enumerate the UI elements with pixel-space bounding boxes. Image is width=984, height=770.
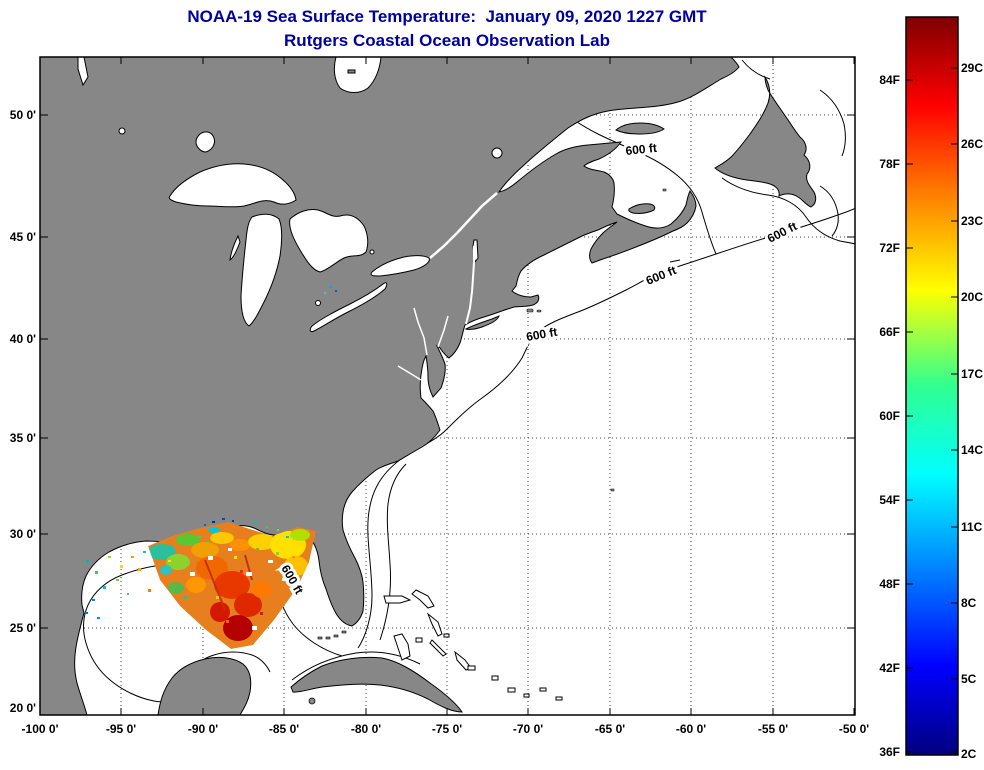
lon-label: -55 0' (758, 722, 788, 736)
colorbar-ticks (906, 67, 958, 753)
lat-axis: 50 0' 45 0' 40 0' 35 0' 30 0' 25 0' 20 0… (10, 108, 36, 715)
isle-of-youth (308, 697, 316, 705)
prince-edward-island (628, 203, 656, 214)
lat-label: 35 0' (10, 431, 36, 445)
lake-of-the-woods (118, 127, 126, 135)
celsius-label: 5C (961, 672, 977, 686)
lon-label: -80 0' (351, 722, 381, 736)
fahrenheit-label: 36F (879, 745, 900, 759)
fahrenheit-label: 78F (879, 157, 900, 171)
yucatan-peninsula (157, 656, 252, 715)
celsius-label: 20C (961, 290, 983, 304)
cuba-island (290, 656, 463, 713)
fahrenheit-label: 84F (879, 73, 900, 87)
celsius-label: 17C (961, 367, 983, 381)
lon-label: -85 0' (269, 722, 299, 736)
celsius-label: 14C (961, 443, 983, 457)
colorbar: 84F 78F 72F 66F 60F 54F 48F 42F 36F 29C … (879, 16, 983, 761)
lon-label: -100 0' (22, 722, 59, 736)
lake-nipigon (195, 131, 215, 153)
celsius-label: 11C (961, 520, 983, 534)
fahrenheit-label: 66F (879, 325, 900, 339)
lon-label: -65 0' (595, 722, 625, 736)
lat-label: 45 0' (10, 230, 36, 244)
rivers (397, 192, 498, 381)
fahrenheit-label: 54F (879, 493, 900, 507)
florida-keys (317, 630, 347, 640)
nantucket (536, 309, 542, 313)
sst-speckle-field (85, 286, 337, 619)
anticosti-island (615, 122, 665, 135)
lake-ontario (370, 255, 430, 277)
lake-st-clair (315, 300, 321, 306)
fahrenheit-label: 60F (879, 409, 900, 423)
marthas-vineyard (526, 308, 534, 313)
lon-label: -70 0' (513, 722, 543, 736)
lake-superior (168, 163, 297, 208)
green-bay (229, 234, 241, 262)
lon-label: -90 0' (188, 722, 218, 736)
lake-huron (289, 209, 369, 273)
sable-island (669, 259, 681, 263)
magdalen-islands (662, 188, 667, 192)
sst-swath (85, 286, 337, 649)
lat-label: 40 0' (10, 332, 36, 346)
lat-label: 50 0' (10, 108, 36, 122)
james-bay (333, 57, 382, 93)
celsius-label: 26C (961, 137, 983, 151)
lake-michigan (240, 213, 283, 327)
great-lakes (77, 57, 503, 333)
celsius-label: 2C (961, 747, 977, 761)
newfoundland-island (714, 75, 817, 208)
fahrenheit-label: 72F (879, 241, 900, 255)
lac-saint-jean (491, 147, 503, 159)
lake-erie (309, 282, 388, 333)
colorbar-gradient (905, 16, 959, 756)
lat-label: 30 0' (10, 527, 36, 541)
lon-label: -95 0' (106, 722, 136, 736)
celsius-label: 23C (961, 214, 983, 228)
fahrenheit-label: 42F (879, 661, 900, 675)
bahamas-islands (383, 589, 563, 701)
lon-label: -75 0' (432, 722, 462, 736)
lat-label: 25 0' (10, 621, 36, 635)
akimiski-island (347, 69, 356, 74)
celsius-label: 8C (961, 596, 977, 610)
lake-simcoe (369, 249, 375, 255)
lake-champlain (472, 239, 479, 264)
long-island (464, 315, 500, 330)
colorbar-celsius-labels: 29C 26C 23C 20C 17C 14C 11C 8C 5C 2C (961, 61, 983, 761)
colorbar-fahrenheit-labels: 84F 78F 72F 66F 60F 54F 48F 42F 36F (879, 73, 900, 759)
fahrenheit-label: 48F (879, 577, 900, 591)
lake-winnipeg-tip (77, 57, 89, 87)
lon-label: -50 0' (839, 722, 869, 736)
lat-label: 20 0' (10, 701, 36, 715)
figure-title: NOAA-19 Sea Surface Temperature: January… (187, 7, 707, 26)
axis-ticks (39, 57, 855, 715)
contour-label-gulf-st-lawrence: 600 ft (625, 141, 658, 158)
lon-axis: -100 0' -95 0' -90 0' -85 0' -80 0' -75 … (22, 722, 870, 736)
figure-subtitle: Rutgers Coastal Ocean Observation Lab (284, 31, 610, 50)
celsius-label: 29C (961, 61, 983, 75)
bermuda (610, 488, 615, 492)
swath-noise (168, 536, 295, 623)
lon-label: -60 0' (676, 722, 706, 736)
